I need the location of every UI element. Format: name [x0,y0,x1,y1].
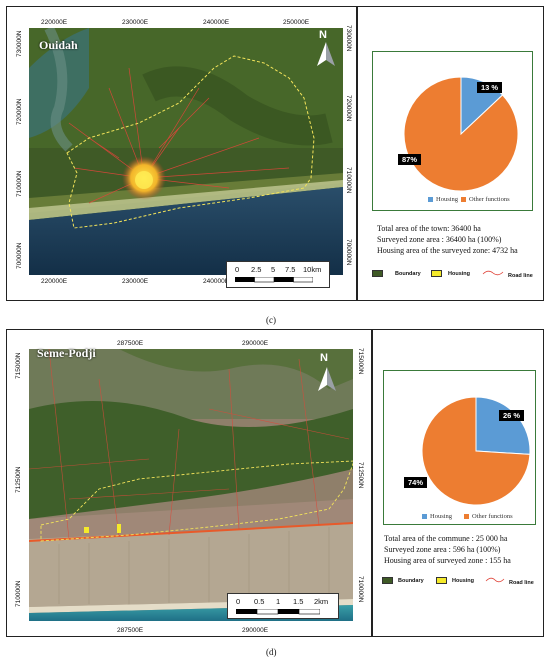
caption-c: (c) [266,315,276,325]
map-panel-seme-podji: 287500E 290000E 287500E 290000E 715000N … [6,329,372,637]
scale-label: 0.5 [254,597,265,606]
caption-d: (d) [266,647,277,657]
y-tick-left: 720000N [16,98,23,125]
legend-label: Housing [436,196,459,203]
satellite-imagery [29,28,343,275]
housing-legend: Housing [448,271,470,277]
north-label: N [320,352,328,364]
legend-label: Other functions [469,196,510,203]
x-tick-bottom: 240000E [203,278,230,285]
scale-segments [236,609,320,615]
scale-label: 5 [271,265,276,274]
road-legend: Road line [508,273,533,279]
pie-chart-frame: 26 % 74% Housing Other functions [383,370,536,525]
info-line: Surveyed zone area : 36400 ha (100%) [377,235,502,244]
x-tick-top: 287500E [117,340,144,347]
x-tick-top: 230000E [122,19,149,26]
info-line: Total area of the town: 36400 ha [377,224,481,233]
info-line: Housing area of surveyed zone : 155 ha [384,556,511,565]
boundary-swatch [372,270,383,277]
legend-label: Housing [430,513,453,520]
x-tick-bottom: 230000E [122,278,149,285]
scale-label: 7.5 [285,265,296,274]
y-tick-left: 710000N [16,170,23,197]
scale-label: 2.5 [251,265,262,274]
y-tick-left: 700000N [16,242,23,269]
stats-panel-ouidah: 13 % 87% Housing Other functions Total a… [357,6,544,301]
legend-housing: Housing [422,513,452,520]
y-tick-right: 720000N [345,95,352,122]
scale-label: 1 [276,597,281,606]
road-line-swatch [482,270,504,276]
road-legend: Road line [509,580,534,586]
info-line: Surveyed zone area : 596 ha (100%) [384,545,501,554]
scale-segments [235,277,313,283]
north-label: N [319,29,327,41]
x-tick-top: 240000E [203,19,230,26]
x-tick-top: 290000E [242,340,269,347]
housing-swatch [436,577,447,584]
road-line-swatch [485,577,505,583]
pie-label-housing: 26 % [499,410,525,421]
legend-other: Other functions [464,513,513,520]
legend-other: Other functions [461,196,510,203]
legend-swatch [464,514,469,520]
y-tick-left: 730000N [16,30,23,57]
info-line: Total area of the commune : 25 000 ha [384,534,508,543]
y-tick-right: 700000N [345,239,352,266]
satellite-imagery [29,349,353,621]
housing-swatch [431,270,442,277]
pie-slice-other-functions [421,396,531,506]
y-tick-left: 710000N [15,580,22,607]
y-tick-right: 710000N [357,576,364,603]
pie-slice-housing [475,396,531,455]
legend-swatch [461,197,466,203]
satellite-map-seme-podji [29,349,353,621]
map-title: Ouidah [39,38,78,52]
y-tick-right: 730000N [345,25,352,52]
legend-swatch [428,197,433,203]
x-tick-top: 220000E [41,19,68,26]
scale-label: 0 [236,597,241,606]
housing-legend: Housing [452,578,474,584]
y-tick-left: 715000N [15,352,22,379]
info-line: Housing area of the surveyed zone: 4732 … [377,246,518,255]
y-tick-left: 712500N [15,466,22,493]
pie-label-housing: 13 % [477,82,503,93]
scale-label: 10km [303,265,322,274]
legend-label: Other functions [472,513,513,520]
y-tick-right: 712500N [357,462,364,489]
stats-panel-seme-podji: 26 % 74% Housing Other functions Total a… [372,329,544,637]
scale-label: 2km [314,597,329,606]
boundary-legend: Boundary [395,271,421,277]
x-tick-bottom: 287500E [117,627,144,634]
scale-bar: 0 2.5 5 7.5 10km [226,261,330,288]
pie-label-other: 74% [404,477,428,488]
satellite-map-ouidah [29,28,343,275]
y-tick-right: 710000N [345,167,352,194]
map-title: Seme-Podji [37,346,96,360]
pie-chart-seme-podji [421,396,531,506]
scale-label: 1.5 [293,597,304,606]
scale-bar: 0 0.5 1 1.5 2km [227,593,339,619]
boundary-swatch [382,577,393,584]
pie-label-other: 87% [398,154,422,165]
boundary-legend: Boundary [398,578,424,584]
scale-label: 0 [235,265,240,274]
x-tick-bottom: 220000E [41,278,68,285]
x-tick-bottom: 290000E [242,627,269,634]
map-panel-ouidah: 220000E 230000E 240000E 250000E 220000E … [6,6,357,301]
legend-housing: Housing [428,196,458,203]
legend-swatch [422,514,427,520]
pie-chart-ouidah [403,76,519,192]
pie-slice-other-functions [403,76,519,192]
pie-chart-frame: 13 % 87% Housing Other functions [372,51,533,211]
y-tick-right: 715000N [357,348,364,375]
x-tick-top: 250000E [283,19,310,26]
